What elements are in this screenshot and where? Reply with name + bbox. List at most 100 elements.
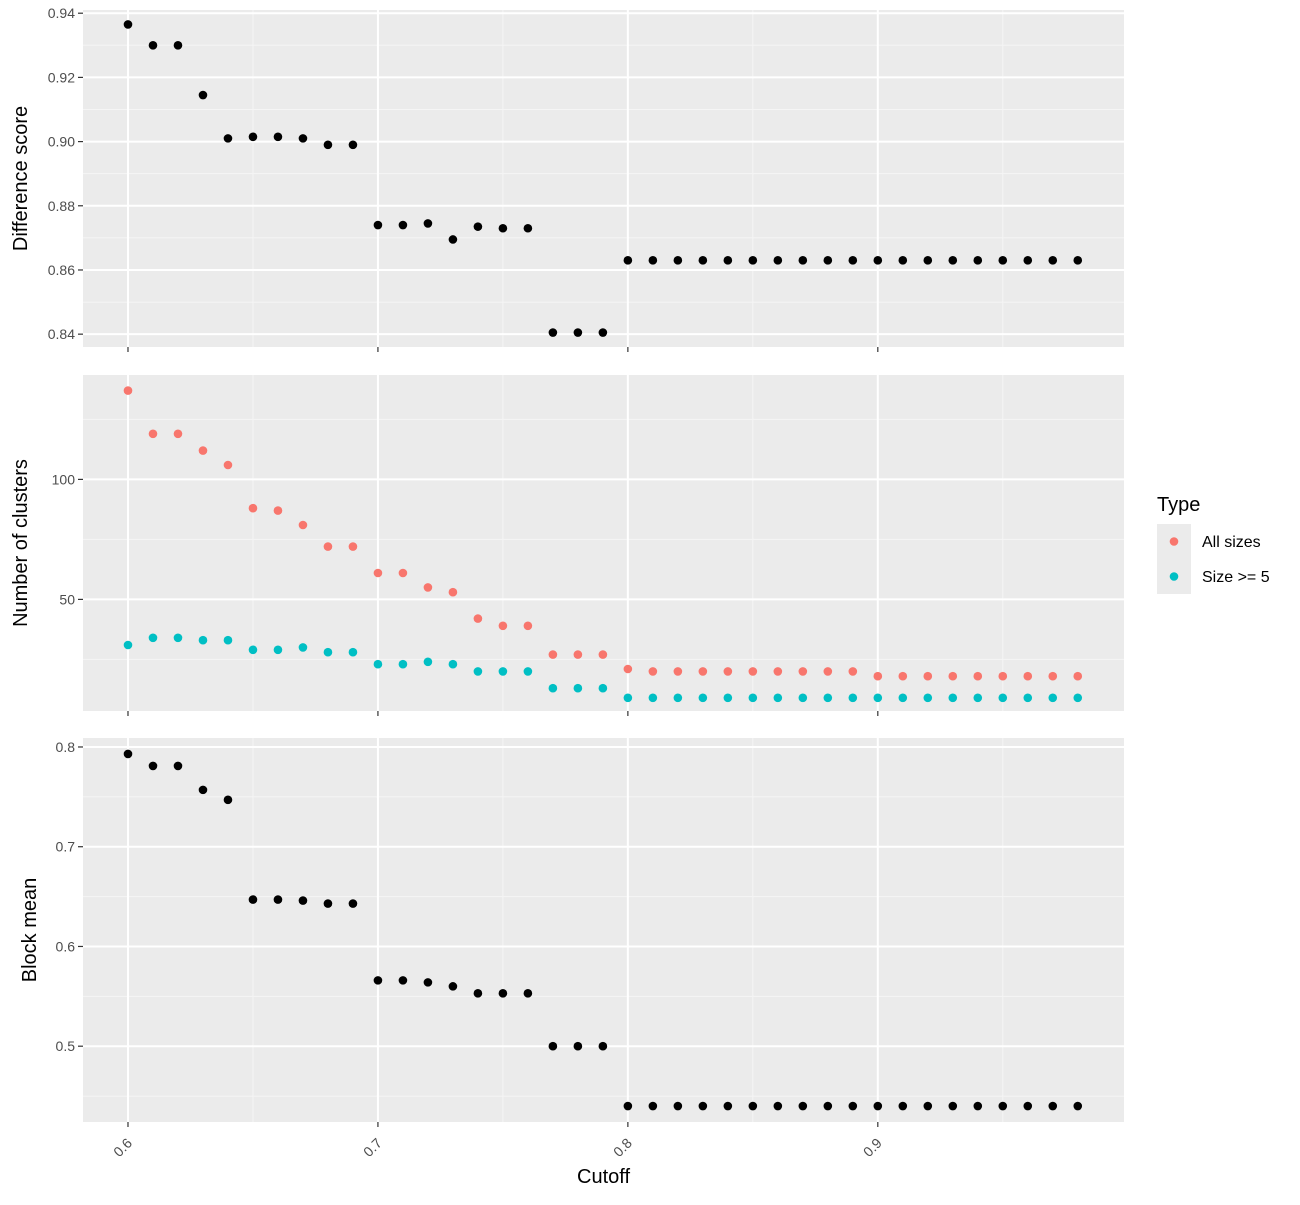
data-point [523, 621, 533, 631]
data-point [398, 568, 408, 578]
data-point [998, 671, 1008, 681]
data-point [273, 506, 283, 515]
data-point [648, 256, 658, 265]
data-point [348, 899, 358, 908]
data-point [748, 256, 758, 265]
x-tick-label: 0.9 [860, 1135, 885, 1160]
data-point [873, 256, 883, 265]
data-point [423, 978, 433, 987]
data-point [773, 1101, 783, 1111]
data-point [248, 503, 258, 513]
data-point [848, 667, 858, 676]
data-point [723, 667, 733, 676]
data-point [1023, 671, 1033, 681]
panel-1: 0.84 0.86 0.88 0.90 0.92 0.94 Difference score [10, 5, 1124, 352]
data-point [648, 693, 658, 703]
y-tick-label: 0.8 [56, 739, 76, 755]
data-point [623, 256, 633, 265]
data-point [548, 683, 558, 693]
data-point [1048, 1101, 1058, 1111]
data-point [1048, 671, 1058, 681]
data-point [698, 693, 708, 703]
data-point [823, 693, 833, 703]
data-point [248, 895, 258, 904]
data-point [623, 1101, 633, 1111]
legend-swatch-size-ge-5 [1169, 572, 1179, 581]
data-point [673, 693, 683, 703]
data-point [173, 41, 183, 50]
data-point [398, 220, 408, 230]
data-point [448, 587, 458, 597]
data-point [848, 256, 858, 265]
data-point [823, 1101, 833, 1111]
data-point [298, 896, 308, 905]
data-point [373, 220, 383, 230]
data-point [198, 785, 208, 795]
legend: Type All sizes Size >= 5 [1157, 494, 1270, 594]
data-point [148, 429, 158, 439]
data-point [548, 328, 558, 337]
data-point [123, 640, 133, 650]
data-point [1023, 256, 1033, 265]
data-point [848, 1101, 858, 1111]
y-tick-label: 50 [59, 591, 75, 607]
data-point [998, 1101, 1008, 1111]
data-point [423, 219, 433, 228]
y-tick-label: 0.6 [56, 938, 76, 954]
data-point [573, 683, 583, 693]
data-point [423, 583, 433, 592]
data-point [798, 256, 808, 265]
data-point [923, 693, 933, 703]
data-point [823, 256, 833, 265]
y-tick-label: 100 [52, 471, 76, 487]
data-point [223, 460, 233, 470]
data-point [1073, 693, 1083, 703]
data-point [473, 222, 483, 231]
y-tick-label: 0.92 [48, 69, 75, 85]
data-point [948, 256, 958, 265]
x-tick-label: 0.8 [610, 1135, 635, 1160]
data-point [523, 667, 533, 676]
y-tick-label: 0.7 [56, 839, 76, 855]
data-point [573, 650, 583, 659]
data-point [323, 899, 333, 908]
data-point [373, 976, 383, 985]
data-point [748, 693, 758, 703]
panel-2: 50 100 Number of clusters [10, 375, 1124, 716]
data-point [673, 1101, 683, 1111]
data-point [698, 667, 708, 676]
data-point [848, 693, 858, 703]
data-point [198, 446, 208, 455]
data-point [1073, 256, 1083, 265]
y-tick-label: 0.5 [56, 1038, 76, 1054]
data-point [398, 976, 408, 985]
data-point [723, 256, 733, 265]
data-point [573, 328, 583, 337]
data-point [348, 647, 358, 657]
data-point [448, 235, 458, 244]
data-point [348, 542, 358, 551]
data-point [898, 1101, 908, 1111]
data-point [798, 1101, 808, 1111]
data-point [548, 1041, 558, 1051]
data-point [898, 256, 908, 265]
data-point [298, 520, 308, 530]
data-point [773, 667, 783, 676]
data-point [998, 693, 1008, 703]
data-point [698, 1101, 708, 1111]
data-point [923, 256, 933, 265]
data-point [498, 223, 508, 233]
y-tick-label: 0.86 [48, 262, 75, 278]
x-tick-label: 0.7 [360, 1135, 385, 1160]
data-point [498, 667, 508, 676]
data-point [973, 693, 983, 703]
data-point [773, 256, 783, 265]
panel-3: 0.5 0.6 0.7 0.8 Block mean [19, 738, 1124, 1127]
data-point [898, 693, 908, 703]
data-point [1023, 693, 1033, 703]
data-point [198, 90, 208, 100]
data-point [148, 633, 158, 643]
data-point [523, 223, 533, 233]
data-point [1048, 256, 1058, 265]
